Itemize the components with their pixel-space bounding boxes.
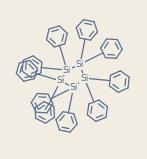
Text: Si: Si — [76, 60, 84, 69]
Text: Si: Si — [80, 74, 88, 83]
Text: Si: Si — [63, 66, 71, 75]
Text: Si: Si — [56, 76, 65, 85]
Text: Si: Si — [69, 83, 78, 92]
